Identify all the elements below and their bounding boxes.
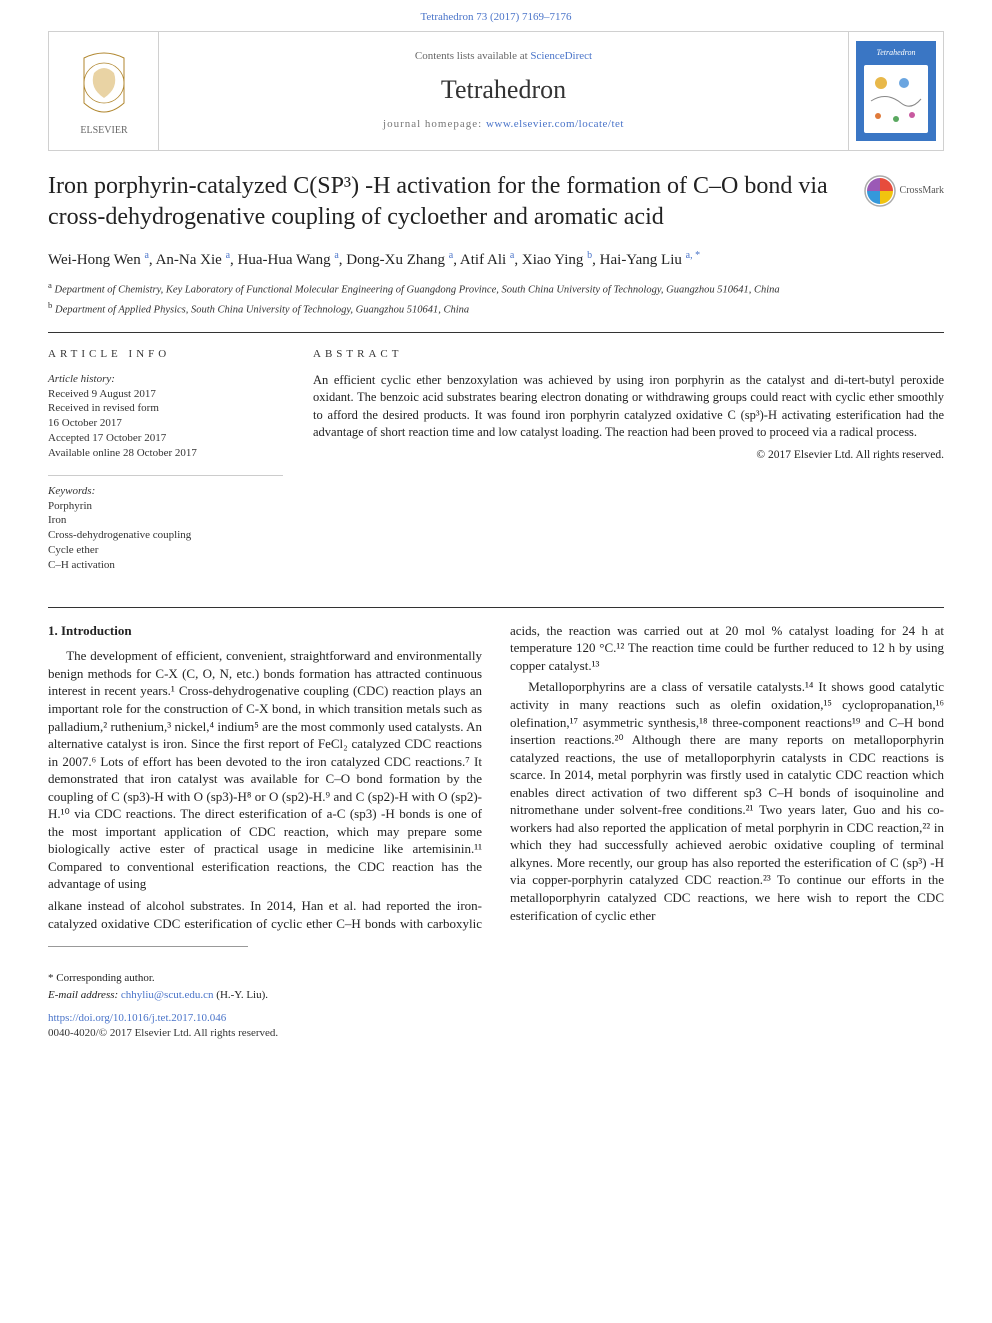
footer: * Corresponding author. E-mail address: … [48,971,944,1040]
keywords-label: Keywords: [48,484,283,499]
abstract-heading: ABSTRACT [313,347,944,362]
history-line: Accepted 17 October 2017 [48,431,283,446]
keyword: Iron [48,513,283,528]
homepage-line: journal homepage: www.elsevier.com/locat… [159,117,848,132]
divider-2 [48,607,944,608]
history-line: Available online 28 October 2017 [48,446,283,461]
history-label: Article history: [48,372,283,387]
body-text: 1. Introduction The development of effic… [48,622,944,932]
history-line: Received in revised form [48,401,283,416]
sd-prefix: Contents lists available at [415,50,530,62]
svg-text:ELSEVIER: ELSEVIER [80,125,128,136]
sciencedirect-link[interactable]: ScienceDirect [530,50,592,62]
section-1-heading: 1. Introduction [48,622,482,640]
crossmark-icon [864,175,896,207]
copyright-line: 0040-4020/© 2017 Elsevier Ltd. All right… [48,1026,944,1041]
email-label: E-mail address: [48,989,121,1001]
abstract-column: ABSTRACT An efficient cyclic ether benzo… [313,347,944,587]
email-author: (H.-Y. Liu). [214,989,268,1001]
meta-divider [48,475,283,476]
elsevier-logo: ELSEVIER [64,43,144,138]
footnote-divider [48,946,248,947]
journal-cover: Tetrahedron [848,32,943,150]
keyword: Cross-dehydrogenative coupling [48,528,283,543]
keyword: C–H activation [48,558,283,573]
hp-prefix: journal homepage: [383,118,486,130]
journal-citation: Tetrahedron 73 (2017) 7169–7176 [0,0,992,31]
publisher-logo-box: ELSEVIER [49,32,159,150]
email-line: E-mail address: chhyliu@scut.edu.cn (H.-… [48,988,944,1003]
keyword: Porphyrin [48,499,283,514]
email-link[interactable]: chhyliu@scut.edu.cn [121,989,214,1001]
journal-name: Tetrahedron [159,72,848,107]
crossmark-badge[interactable]: CrossMark [864,175,944,207]
affiliation-b: b Department of Applied Physics, South C… [48,300,944,318]
paper-title: Iron porphyrin-catalyzed C(SP³) -H activ… [48,171,852,233]
paragraph-3: Metalloporphyrins are a class of versati… [510,678,944,924]
header-center: Contents lists available at ScienceDirec… [159,32,848,150]
journal-header: ELSEVIER Contents lists available at Sci… [48,31,944,151]
doi-link[interactable]: https://doi.org/10.1016/j.tet.2017.10.04… [48,1011,944,1026]
abstract-copyright: © 2017 Elsevier Ltd. All rights reserved… [313,448,944,464]
cover-image: Tetrahedron [856,41,936,141]
sciencedirect-line: Contents lists available at ScienceDirec… [159,49,848,64]
keyword: Cycle ether [48,543,283,558]
crossmark-label: CrossMark [900,184,944,198]
corresponding-author: * Corresponding author. [48,971,944,986]
article-info-column: ARTICLE INFO Article history: Received 9… [48,347,283,587]
divider [48,332,944,333]
keywords-block: Keywords: PorphyrinIronCross-dehydrogena… [48,484,283,573]
abstract-text: An efficient cyclic ether benzoxylation … [313,372,944,442]
article-history: Article history: Received 9 August 2017R… [48,372,283,461]
article-info-heading: ARTICLE INFO [48,347,283,362]
paragraph-1: The development of efficient, convenient… [48,647,482,893]
svg-text:Tetrahedron: Tetrahedron [877,48,916,57]
history-line: 16 October 2017 [48,416,283,431]
homepage-link[interactable]: www.elsevier.com/locate/tet [486,118,624,130]
history-line: Received 9 August 2017 [48,387,283,402]
author-list: Wei-Hong Wen a, An-Na Xie a, Hua-Hua Wan… [48,249,944,270]
affiliation-a: a Department of Chemistry, Key Laborator… [48,280,944,298]
